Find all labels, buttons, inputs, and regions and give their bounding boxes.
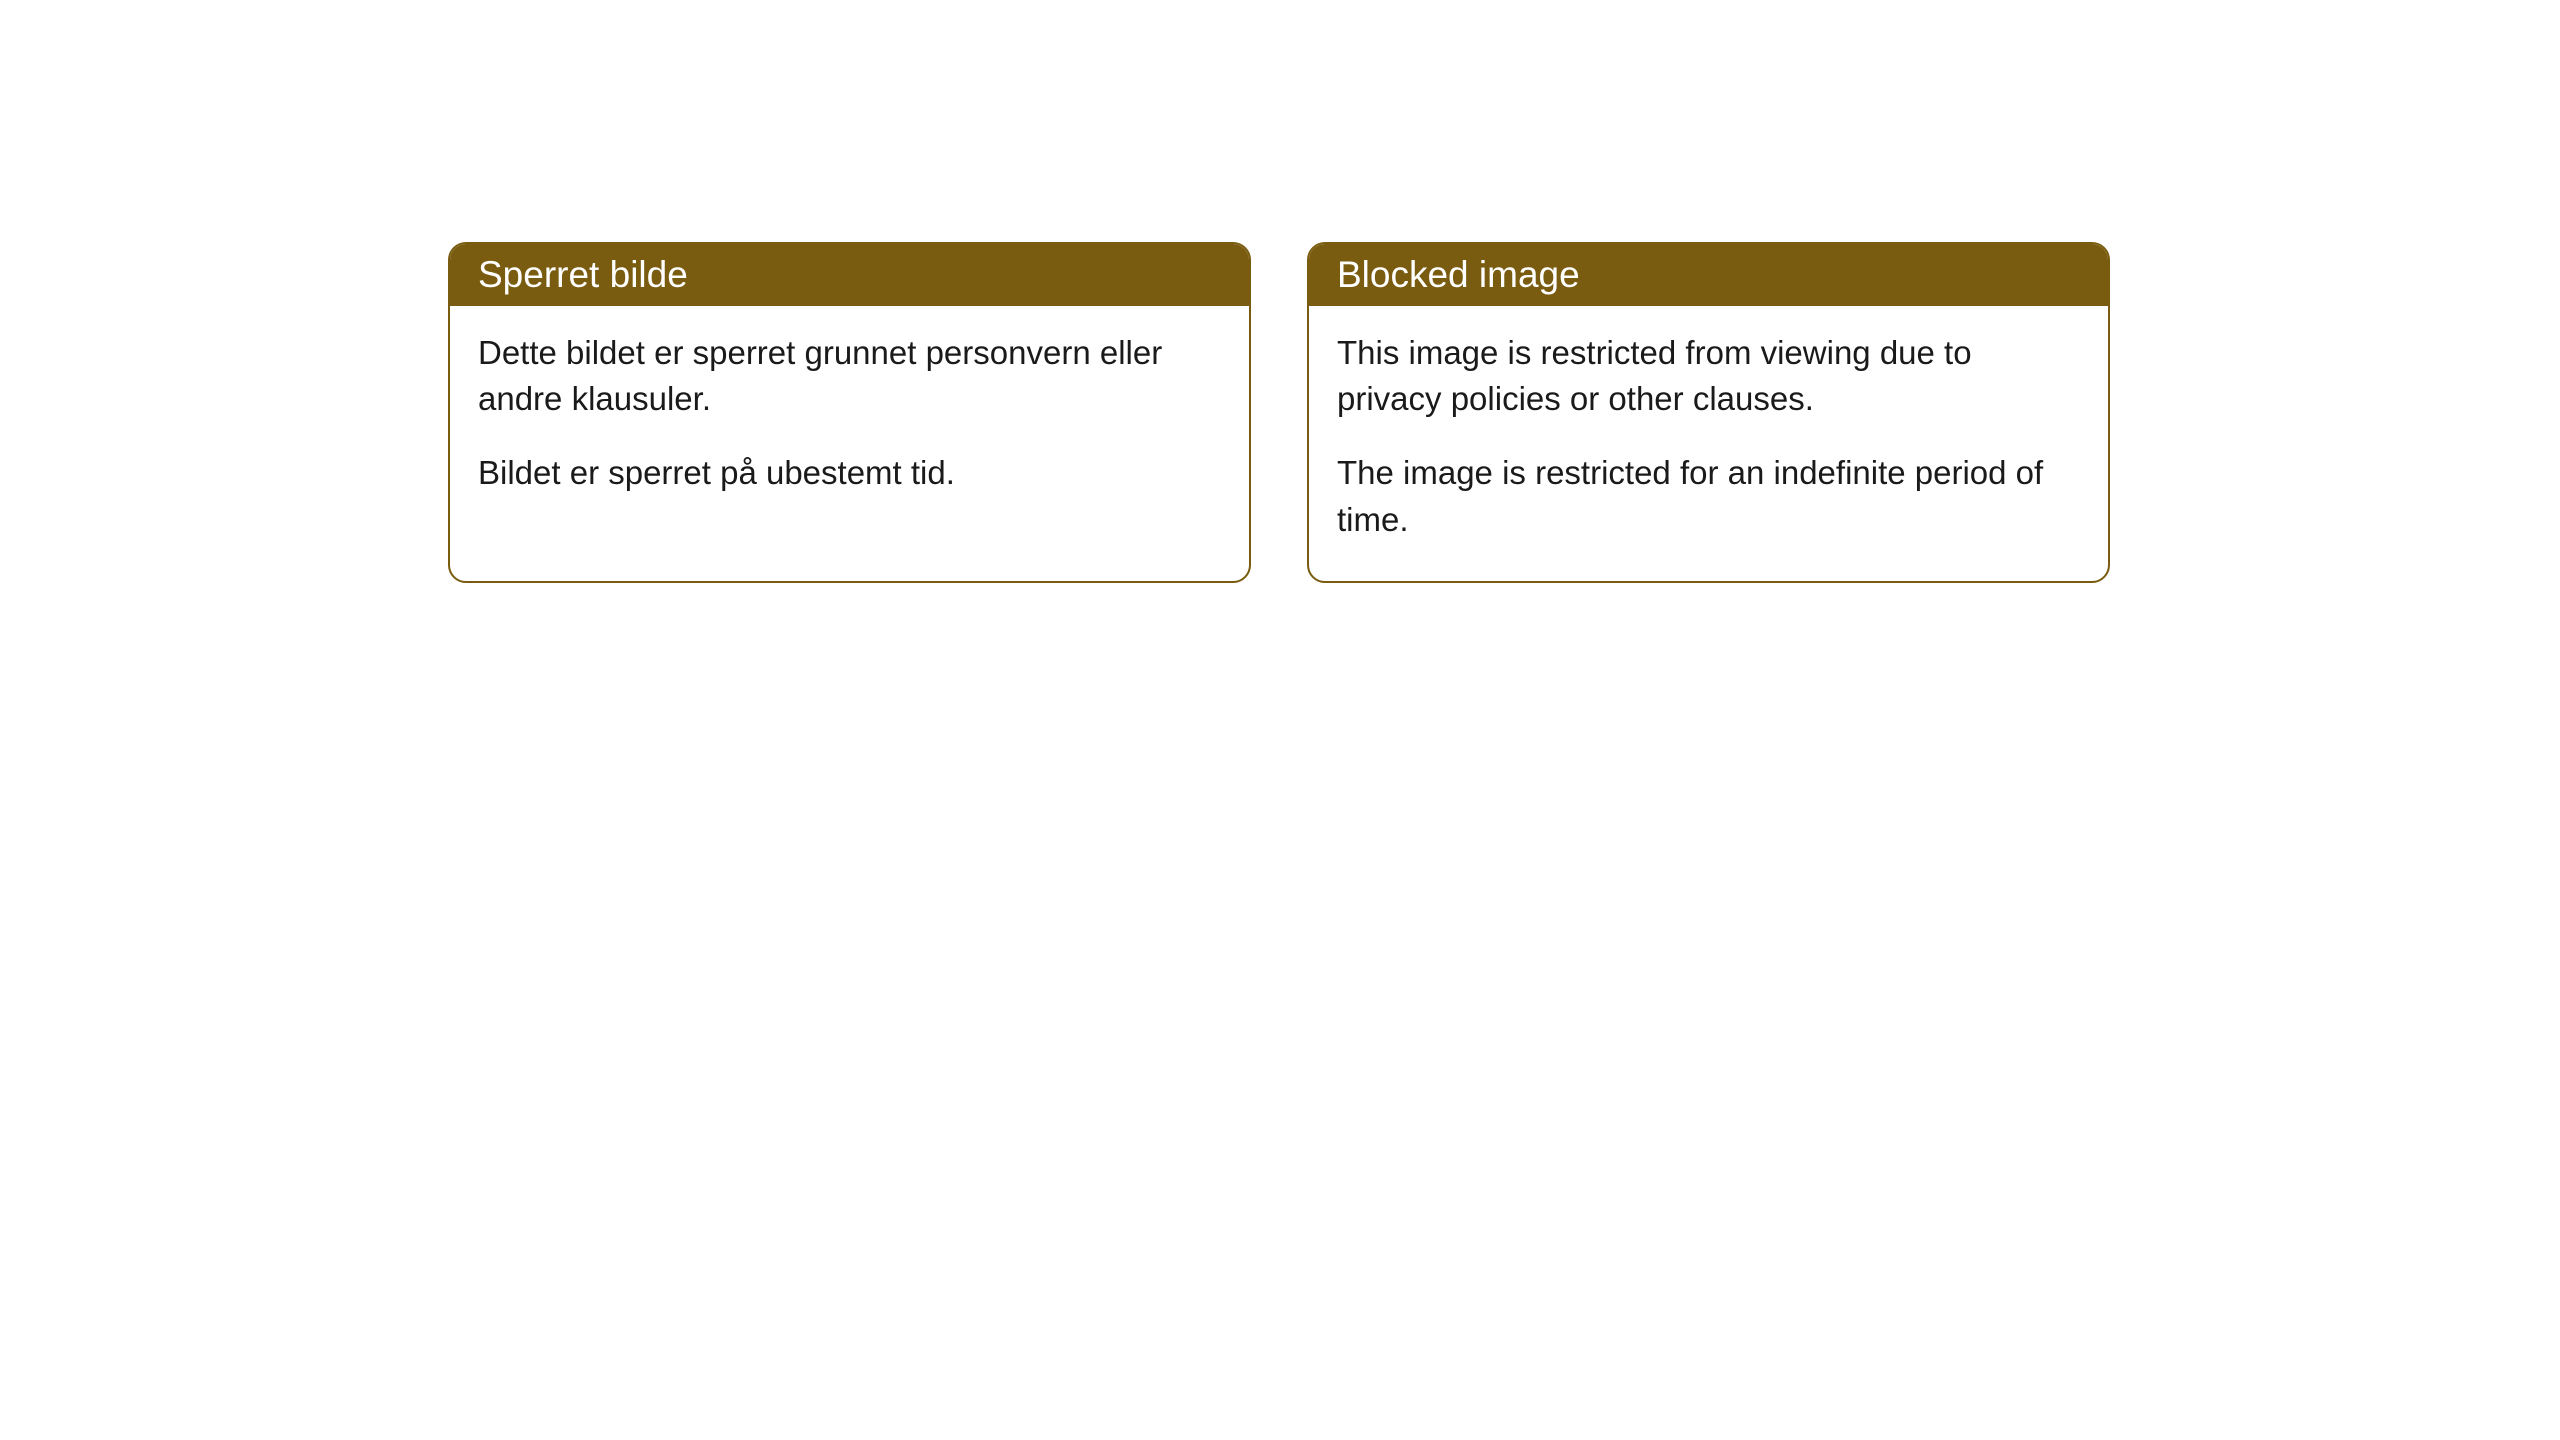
card-paragraph-1-en: This image is restricted from viewing du… xyxy=(1337,330,2080,422)
card-title-en: Blocked image xyxy=(1337,254,1580,295)
blocked-image-card-en: Blocked image This image is restricted f… xyxy=(1307,242,2110,583)
card-paragraph-1-no: Dette bildet er sperret grunnet personve… xyxy=(478,330,1221,422)
card-body-en: This image is restricted from viewing du… xyxy=(1309,306,2108,581)
card-paragraph-2-en: The image is restricted for an indefinit… xyxy=(1337,450,2080,542)
cards-container: Sperret bilde Dette bildet er sperret gr… xyxy=(448,242,2110,583)
blocked-image-card-no: Sperret bilde Dette bildet er sperret gr… xyxy=(448,242,1251,583)
card-paragraph-2-no: Bildet er sperret på ubestemt tid. xyxy=(478,450,1221,496)
card-body-no: Dette bildet er sperret grunnet personve… xyxy=(450,306,1249,535)
card-header-no: Sperret bilde xyxy=(450,244,1249,306)
card-title-no: Sperret bilde xyxy=(478,254,688,295)
card-header-en: Blocked image xyxy=(1309,244,2108,306)
